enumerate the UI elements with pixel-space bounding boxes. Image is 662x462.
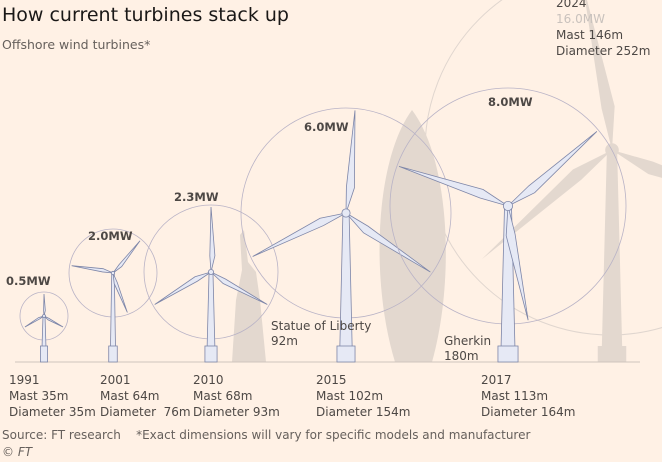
- turbine-2001-foundation: [108, 345, 118, 363]
- turbine-1991-tower: [41, 315, 47, 349]
- info-2001: 2001 Mast 64m Diameter 76m: [100, 372, 191, 420]
- turbine-2010-blade: [209, 206, 216, 273]
- turbine-2010-foundation: [204, 345, 218, 363]
- subtitle: Offshore wind turbines*: [2, 37, 151, 52]
- year: 2001: [100, 373, 131, 387]
- year: 2024: [556, 0, 587, 10]
- turbine-2001-blade: [71, 265, 114, 274]
- mast: Mast 146m: [556, 28, 624, 42]
- turbine-2010-hub: [207, 268, 214, 275]
- power-label-2010: 2.3MW: [174, 190, 219, 204]
- diameter: Diameter 154m: [316, 405, 411, 419]
- power-label-2017: 8.0MW: [488, 95, 533, 109]
- turbine-2017-foundation: [497, 345, 519, 363]
- turbine-1991-blade: [43, 315, 64, 328]
- diameter: Diameter 35m: [9, 405, 96, 419]
- gherkin-silhouette: [379, 110, 446, 362]
- landmark-height: 180m: [444, 349, 479, 363]
- turbine-2024-ghost-blade: [481, 150, 612, 260]
- info-1991: 1991 Mast 35m Diameter 35m: [9, 372, 96, 420]
- info-2010: 2010 Mast 68m Diameter 93m: [193, 372, 280, 420]
- mast: Mast 68m: [193, 389, 253, 403]
- landmark-name: Statue of Liberty: [271, 319, 372, 333]
- turbine-2010-blade: [154, 271, 212, 305]
- page-title: How current turbines stack up: [2, 4, 289, 26]
- mast: Mast 35m: [9, 389, 69, 403]
- turbine-2010-blade: [210, 271, 268, 305]
- diameter: Diameter 76m: [100, 405, 191, 419]
- turbine-2015-hub: [341, 208, 351, 218]
- turbine-2015-blade: [345, 212, 431, 273]
- turbine-1991-blade: [24, 315, 45, 328]
- turbine-2017-blade: [505, 205, 529, 321]
- copyright: © FT: [2, 445, 33, 459]
- landmark-statue-of-liberty: Statue of Liberty 92m: [271, 319, 371, 349]
- turbine-2001-blade: [112, 240, 141, 274]
- source-note: Source: FT research *Exact dimensions wi…: [2, 428, 531, 442]
- info-2015: 2015 Mast 102m Diameter 154m: [316, 372, 410, 420]
- power-label-2015: 6.0MW: [304, 120, 349, 134]
- turbine-2015-blade: [345, 110, 356, 214]
- turbine-2001-blade: [112, 272, 128, 313]
- year: 2015: [316, 373, 347, 387]
- mast: Mast 64m: [100, 389, 160, 403]
- turbine-2015-foundation: [336, 345, 356, 363]
- turbine-1991-blade: [43, 293, 46, 317]
- turbine-2017-blade: [398, 165, 509, 207]
- turbine-2001-hub: [110, 270, 116, 276]
- info-2024: 2024 16.0MW Mast 146m Diameter 252m: [556, 0, 650, 59]
- turbine-2010-tower: [206, 271, 216, 349]
- info-2017: 2017 Mast 113m Diameter 164m: [481, 372, 575, 420]
- landmark-name: Gherkin: [444, 334, 492, 348]
- turbine-2024-ghost-blade: [585, 0, 615, 150]
- mast: Mast 113m: [481, 389, 549, 403]
- power-label-2001: 2.0MW: [88, 229, 133, 243]
- turbine-2017-blade: [507, 131, 598, 207]
- turbine-1991-hub: [42, 314, 46, 318]
- turbine-2017-hub: [502, 200, 514, 212]
- turbine-2024-ghost-foundation: [597, 346, 627, 362]
- power-label-1991: 0.5MW: [6, 274, 51, 288]
- year: 1991: [9, 373, 40, 387]
- turbine-2024-ghost-tower: [601, 150, 623, 348]
- turbine-2015-blade: [252, 212, 347, 257]
- mast: Mast 102m: [316, 389, 384, 403]
- year: 2017: [481, 373, 512, 387]
- diameter: Diameter 252m: [556, 44, 651, 58]
- turbine-1991-foundation: [40, 345, 49, 363]
- power: 16.0MW: [556, 12, 605, 26]
- turbine-2024-ghost-blade: [612, 150, 662, 178]
- diameter: Diameter 164m: [481, 405, 576, 419]
- year: 2010: [193, 373, 224, 387]
- landmark-height: 92m: [271, 334, 298, 348]
- landmark-gherkin: Gherkin 180m: [444, 334, 491, 364]
- diameter: Diameter 93m: [193, 405, 280, 419]
